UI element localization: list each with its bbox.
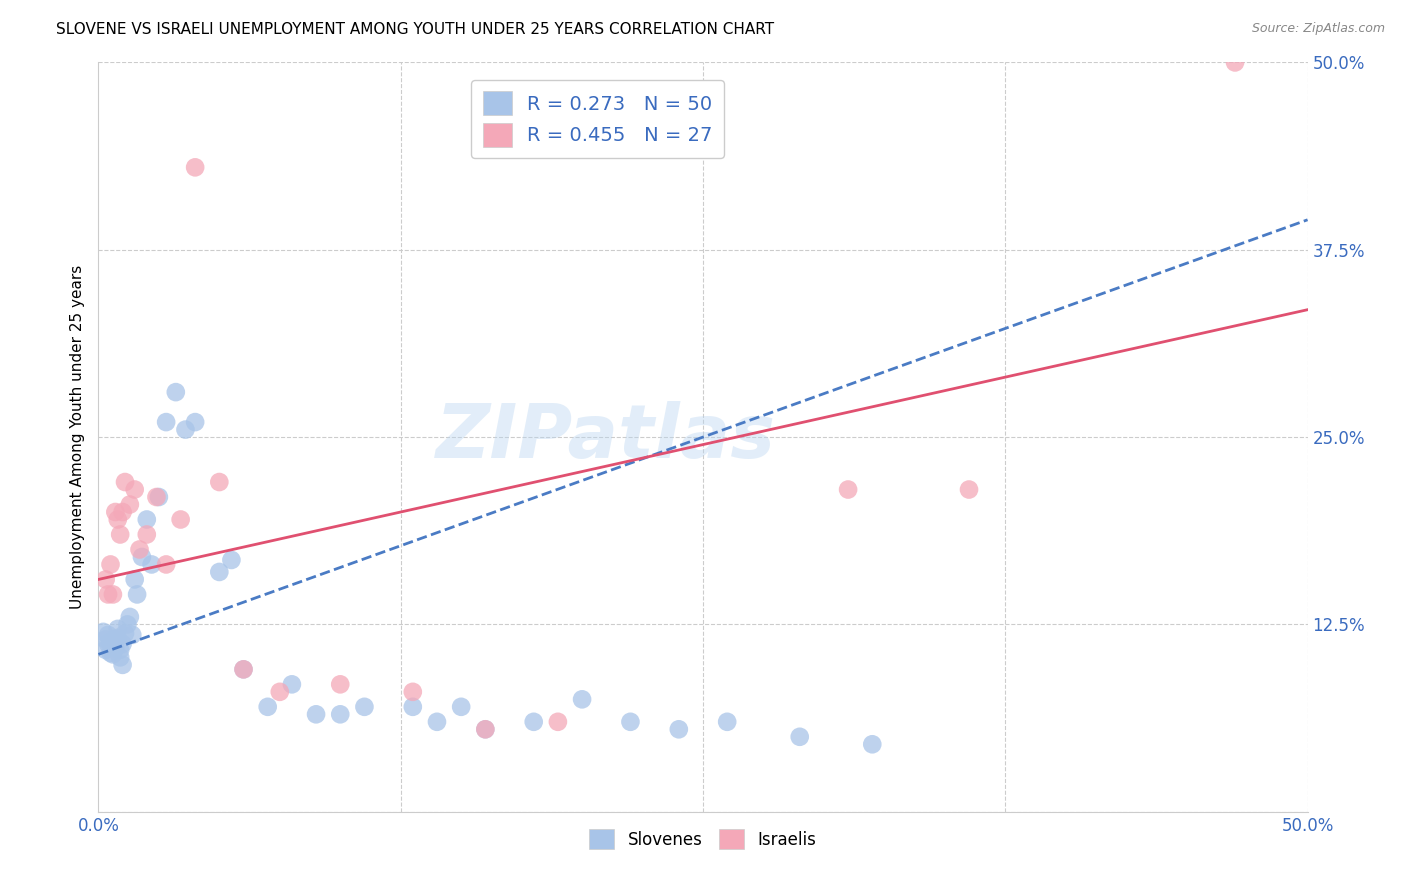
Point — [121, 628, 143, 642]
Point — [523, 714, 546, 729]
Point — [716, 714, 738, 729]
Point — [148, 490, 170, 504]
Point — [114, 626, 136, 640]
Point — [957, 483, 980, 497]
Point — [101, 648, 124, 662]
Legend: Slovenes, Israelis: Slovenes, Israelis — [583, 822, 823, 855]
Point — [104, 632, 127, 647]
Point — [426, 714, 449, 729]
Text: ZIPatlas: ZIPatlas — [436, 401, 776, 474]
Point — [837, 483, 859, 497]
Point — [107, 512, 129, 526]
Point — [184, 415, 207, 429]
Point — [571, 692, 593, 706]
Point — [208, 565, 231, 579]
Text: SLOVENE VS ISRAELI UNEMPLOYMENT AMONG YOUTH UNDER 25 YEARS CORRELATION CHART: SLOVENE VS ISRAELI UNEMPLOYMENT AMONG YO… — [56, 22, 775, 37]
Point — [104, 505, 127, 519]
Point — [232, 662, 254, 676]
Point — [789, 730, 811, 744]
Point — [104, 641, 127, 656]
Y-axis label: Unemployment Among Youth under 25 years: Unemployment Among Youth under 25 years — [69, 265, 84, 609]
Point — [117, 617, 139, 632]
Point — [547, 714, 569, 729]
Point — [450, 699, 472, 714]
Point — [668, 723, 690, 737]
Point — [208, 475, 231, 489]
Point — [155, 558, 177, 572]
Point — [474, 723, 496, 737]
Point — [97, 637, 120, 651]
Point — [184, 161, 207, 175]
Point — [91, 624, 114, 639]
Point — [269, 685, 291, 699]
Point — [165, 385, 187, 400]
Point — [135, 512, 157, 526]
Point — [141, 558, 163, 572]
Point — [256, 699, 278, 714]
Point — [108, 643, 131, 657]
Point — [94, 632, 117, 647]
Point — [1223, 55, 1246, 70]
Point — [118, 498, 141, 512]
Point — [101, 640, 124, 654]
Point — [100, 635, 122, 649]
Point — [97, 587, 120, 601]
Point — [94, 643, 117, 657]
Point — [127, 587, 149, 601]
Point — [94, 573, 117, 587]
Point — [353, 699, 375, 714]
Point — [145, 490, 167, 504]
Point — [111, 505, 134, 519]
Point — [329, 707, 352, 722]
Point — [100, 646, 122, 660]
Point — [221, 553, 243, 567]
Point — [108, 527, 131, 541]
Point — [124, 483, 146, 497]
Point — [281, 677, 304, 691]
Point — [101, 587, 124, 601]
Point — [100, 558, 122, 572]
Point — [131, 549, 153, 564]
Point — [305, 707, 328, 722]
Point — [402, 699, 425, 714]
Point — [124, 573, 146, 587]
Point — [619, 714, 641, 729]
Point — [107, 622, 129, 636]
Point — [114, 475, 136, 489]
Point — [169, 512, 191, 526]
Point — [402, 685, 425, 699]
Point — [474, 723, 496, 737]
Point — [135, 527, 157, 541]
Point — [128, 542, 150, 557]
Point — [107, 631, 129, 645]
Point — [174, 423, 197, 437]
Point — [111, 657, 134, 672]
Point — [111, 637, 134, 651]
Point — [232, 662, 254, 676]
Text: Source: ZipAtlas.com: Source: ZipAtlas.com — [1251, 22, 1385, 36]
Point — [329, 677, 352, 691]
Point — [97, 628, 120, 642]
Point — [860, 737, 883, 751]
Point — [155, 415, 177, 429]
Point — [118, 610, 141, 624]
Point — [108, 650, 131, 665]
